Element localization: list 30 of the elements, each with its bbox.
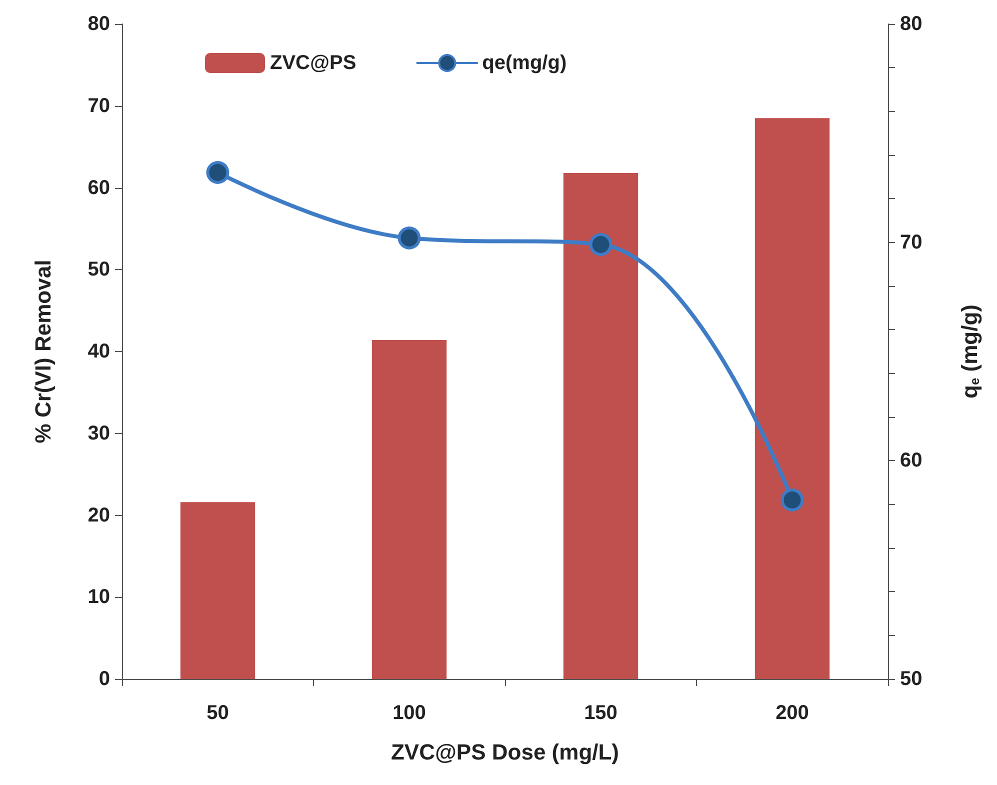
bar	[180, 502, 256, 679]
y-tick-label: 70	[88, 94, 110, 117]
y2-tick-label: 80	[900, 13, 922, 35]
y-tick-label: 20	[88, 504, 110, 526]
y-axis-title: % Cr(VI) Removal	[30, 260, 56, 444]
bar	[372, 340, 447, 679]
legend-label: ZVC@PS	[270, 52, 356, 74]
y2-axis-title: qe (mg/g)	[957, 304, 982, 398]
y-tick-label: 40	[88, 340, 110, 362]
x-axis-title: ZVC@PS Dose (mg/L)	[390, 740, 620, 764]
y-tick-label: 10	[88, 586, 110, 608]
y2-tick-label: 50	[900, 668, 922, 690]
y-tick-label: 0	[98, 668, 110, 690]
x-tick-label: 100	[392, 702, 426, 724]
y-tick-label: 60	[88, 176, 110, 199]
y-tick-label: 50	[88, 258, 110, 281]
bar	[563, 173, 638, 679]
y2-tick-label: 70	[900, 231, 922, 254]
point	[206, 160, 230, 184]
x-tick-label: 150	[584, 702, 618, 724]
x-tick-label: 200	[776, 702, 809, 724]
legend-label: qe(mg/g)	[482, 52, 567, 74]
point	[589, 233, 612, 256]
y-tick-label: 80	[88, 13, 110, 35]
point	[398, 226, 421, 250]
y2-tick-label: 60	[900, 450, 922, 472]
y-tick-label: 30	[88, 422, 110, 444]
x-tick-label: 50	[206, 702, 229, 724]
point	[780, 488, 804, 512]
bar	[754, 118, 830, 679]
